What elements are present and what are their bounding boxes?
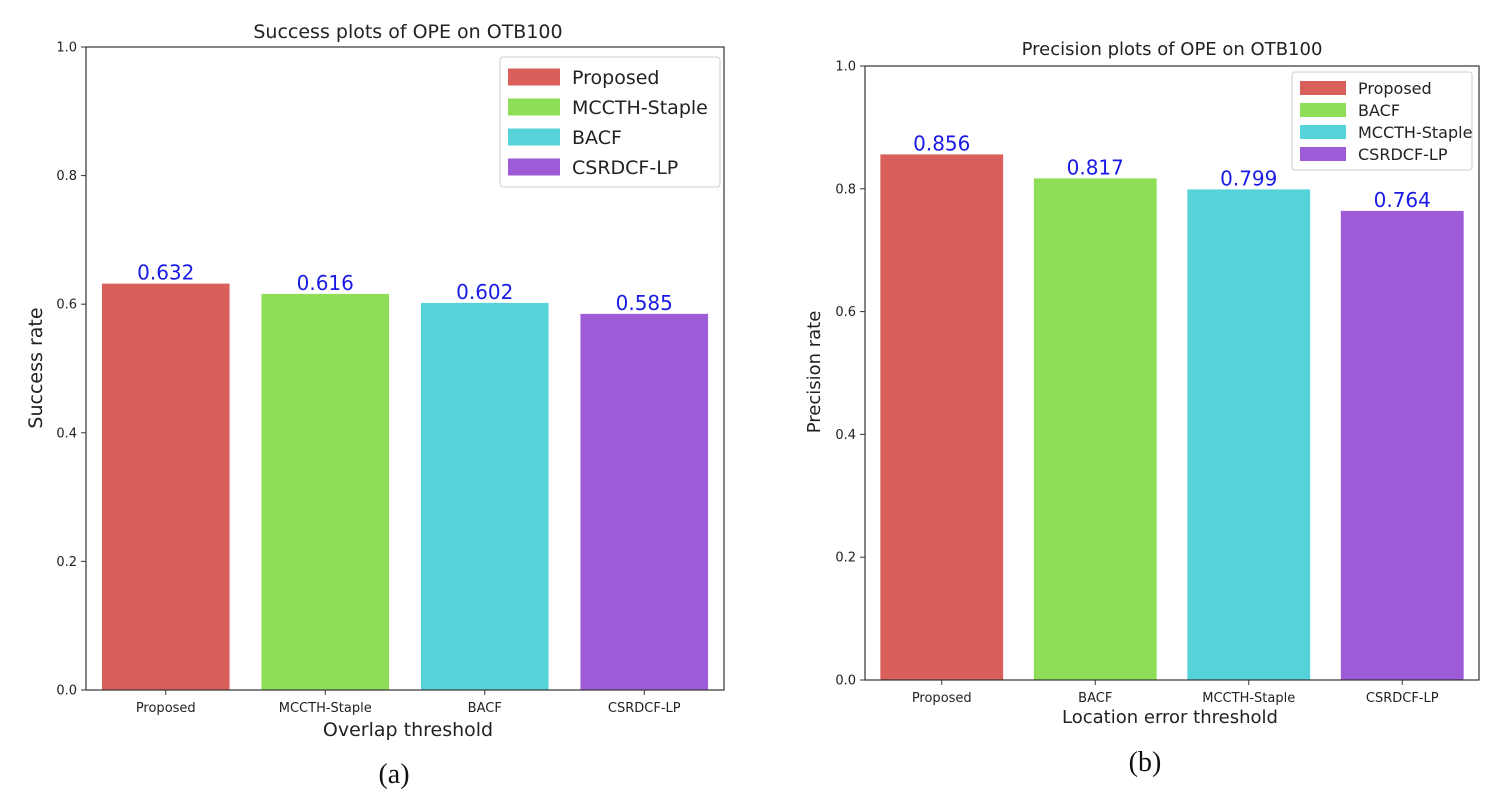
chart-b-legend-label: BACF <box>1358 101 1400 120</box>
chart-b-xlabel: Location error threshold <box>1062 707 1278 728</box>
chart-a-bar <box>261 293 390 690</box>
chart-b-category-label: CSRDCF-LP <box>1366 691 1439 706</box>
chart-a-xlabel: Overlap threshold <box>323 719 493 741</box>
chart-a-category-label: CSRDCF-LP <box>608 701 681 716</box>
chart-b-legend-label: MCCTH-Staple <box>1358 123 1472 142</box>
chart-a-value-label: 0.616 <box>297 271 354 295</box>
chart-b-category-label: Proposed <box>912 691 972 706</box>
chart-a-ytick-label: 0.8 <box>56 169 77 184</box>
chart-b-value-label: 0.764 <box>1374 188 1431 212</box>
chart-a-legend-label: MCCTH-Staple <box>572 97 708 119</box>
chart-a-category-label: MCCTH-Staple <box>279 701 372 716</box>
chart-b-legend: Proposed BACF MCCTH-Staple CSRDCF-LP <box>1291 71 1473 171</box>
chart-b-value-label: 0.856 <box>913 131 970 155</box>
chart-b-ytick-label: 1.0 <box>835 60 856 75</box>
chart-a-ytick-label: 0.6 <box>56 298 77 313</box>
chart-b-bar <box>880 154 1004 680</box>
chart-b-ylabel: Precision rate <box>804 311 825 434</box>
chart-a-legend-label: CSRDCF-LP <box>572 157 678 179</box>
chart-b-ytick-label: 0.6 <box>835 305 856 320</box>
chart-a-legend-label: BACF <box>572 127 622 149</box>
chart-b-category-label: MCCTH-Staple <box>1202 691 1295 706</box>
chart-b-legend-label: CSRDCF-LP <box>1358 145 1448 164</box>
chart-b-category-label: BACF <box>1078 691 1112 706</box>
chart-b-value-label: 0.799 <box>1220 166 1277 190</box>
chart-b-legend-label: Proposed <box>1358 79 1432 98</box>
chart-b-title: Precision plots of OPE on OTB100 <box>1022 39 1323 60</box>
chart-a-caption: (a) <box>378 759 409 790</box>
chart-b-ytick-label: 0.2 <box>835 551 856 566</box>
chart-a-ytick-label: 0.2 <box>56 555 77 570</box>
chart-b-legend-swatch <box>1300 125 1346 139</box>
chart-b-legend-swatch <box>1300 81 1346 95</box>
chart-a-category-label: Proposed <box>136 701 196 716</box>
chart-a-legend-swatch <box>508 98 560 116</box>
chart-b-bar <box>1340 210 1464 681</box>
chart-b-ytick-label: 0.8 <box>835 182 856 197</box>
chart-a-bar <box>580 313 709 690</box>
chart-a-legend-box <box>499 56 721 188</box>
chart-b-ytick-label: 0.0 <box>835 674 856 689</box>
chart-b-caption: (b) <box>1129 747 1162 778</box>
chart-a-legend-swatch <box>508 128 560 146</box>
chart-b-bar <box>1033 178 1157 680</box>
chart-a-legend-swatch <box>508 68 560 86</box>
chart-a-title: Success plots of OPE on OTB100 <box>253 21 562 43</box>
chart-a-ytick-label: 0.0 <box>56 684 77 699</box>
chart-b-plot-frame <box>864 65 1480 681</box>
chart-a-legend-label: Proposed <box>572 67 659 89</box>
chart-a-success-plot: Success plots of OPE on OTB100 Success r… <box>25 21 725 790</box>
chart-a-plot-frame <box>85 46 725 691</box>
chart-b-legend-box <box>1291 71 1473 171</box>
chart-a-ytick-label: 0.4 <box>56 426 77 441</box>
chart-a-value-label: 0.632 <box>137 261 194 285</box>
chart-a-bar <box>101 283 230 690</box>
chart-b-value-label: 0.817 <box>1067 155 1124 179</box>
chart-b-precision-plot: Precision plots of OPE on OTB100 Precisi… <box>804 39 1480 778</box>
chart-b-legend-swatch <box>1300 147 1346 161</box>
chart-b-bar <box>1187 189 1311 680</box>
chart-a-bar <box>420 302 549 690</box>
chart-a-ylabel: Success rate <box>25 307 47 428</box>
chart-a-legend-swatch <box>508 158 560 176</box>
chart-b-legend-swatch <box>1300 103 1346 117</box>
chart-a-category-label: BACF <box>468 701 502 716</box>
chart-a-value-label: 0.602 <box>456 280 513 304</box>
chart-a-value-label: 0.585 <box>616 291 673 315</box>
chart-a-ytick-label: 1.0 <box>56 41 77 56</box>
chart-a-legend: Proposed MCCTH-Staple BACF CSRDCF-LP <box>499 56 721 188</box>
chart-b-ytick-label: 0.4 <box>835 428 856 443</box>
